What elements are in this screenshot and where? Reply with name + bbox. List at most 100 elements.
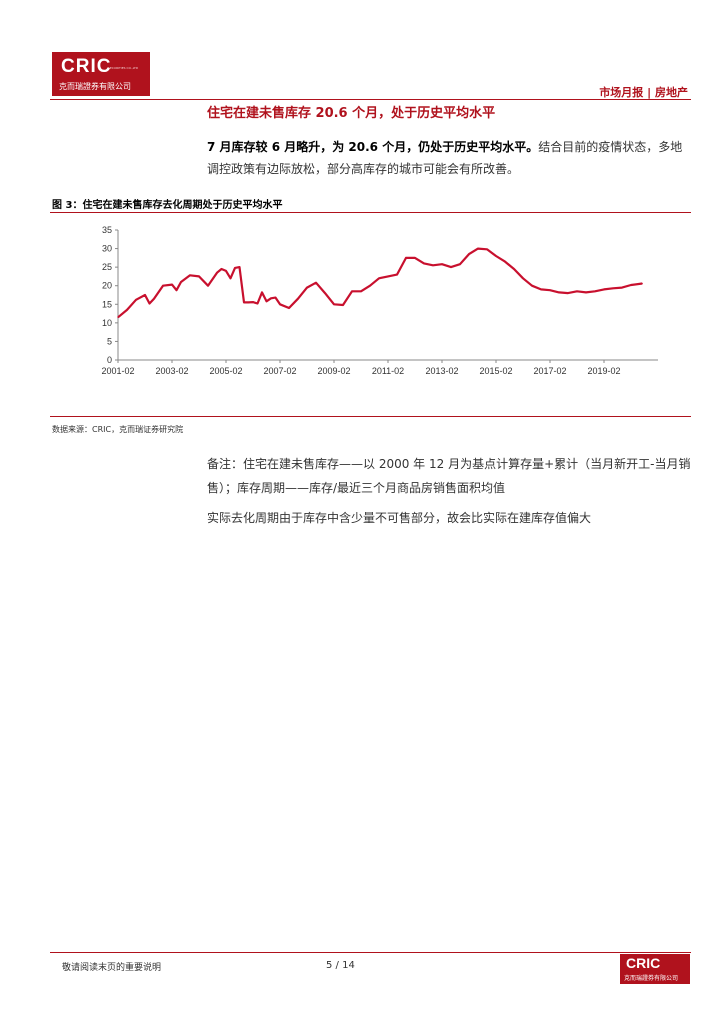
x-tick-label: 2011-02 [372, 366, 404, 376]
data-point [126, 309, 128, 311]
x-tick-label: 2001-02 [101, 366, 134, 376]
data-point [175, 289, 178, 291]
note-definition: 备注：住宅在建未售库存——以 2000 年 12 月为基点计算存量+累计（当月新… [207, 457, 691, 495]
figure-top-rule [50, 212, 691, 213]
x-tick-label: 2015-02 [479, 366, 512, 376]
data-point [265, 300, 268, 302]
data-point [378, 277, 380, 279]
data-point [630, 284, 632, 286]
data-point [369, 285, 371, 287]
data-point [171, 284, 173, 286]
page-number: 5 / 14 [326, 960, 355, 971]
data-point [504, 260, 506, 263]
figure-title: 图 3：住宅在建未售库存去化周期处于历史平均水平 [52, 200, 283, 211]
data-point [641, 282, 643, 285]
data-point [135, 299, 137, 301]
data-point [450, 266, 452, 268]
figure-source: 数据来源：CRIC，克而瑞证券研究院 [52, 425, 184, 434]
y-tick-label: 0 [107, 355, 112, 365]
logo-small-text: SECURITIES CO.,LTD [108, 66, 139, 70]
data-point [432, 264, 434, 266]
data-point [297, 298, 299, 300]
y-tick-label: 20 [102, 281, 112, 291]
data-point [270, 297, 272, 299]
x-tick-label: 2003-02 [155, 366, 188, 376]
data-point [495, 255, 497, 257]
data-point [612, 287, 614, 289]
data-point [247, 301, 250, 304]
x-tick-label: 2005-02 [209, 366, 242, 376]
inventory-cycle-chart: 0 5 10 15 20 25 30 35 2001-02 2003-02 2005-02 2007-… [101, 225, 658, 376]
data-point [441, 263, 443, 265]
data-point [603, 288, 605, 291]
x-tick-label: 2019-02 [587, 366, 620, 376]
data-point [243, 301, 245, 304]
y-tick-label: 30 [102, 244, 112, 254]
data-point [315, 282, 317, 284]
data-point [486, 248, 488, 250]
data-point [351, 290, 353, 292]
data-point [288, 307, 290, 309]
data-point [387, 275, 389, 278]
x-tick-label: 2007-02 [263, 366, 296, 376]
footer-logo-subtitle: 克而瑞證券有限公司 [624, 975, 679, 982]
data-point [513, 268, 515, 270]
lead-rest: 结合目前的疫情状态，多地调控政策有边际放松，部分高库存的城市可能会有所改善。 [207, 140, 683, 176]
x-tick-label: 2017-02 [533, 366, 566, 376]
data-point [576, 290, 578, 292]
section-title: 住宅在建未售库存 20.6 个月，处于历史平均水平 [207, 106, 496, 121]
data-point [477, 247, 479, 250]
data-point [153, 298, 155, 300]
data-point [274, 297, 277, 299]
data-point [324, 292, 326, 294]
series-line [117, 247, 643, 319]
data-point [261, 291, 263, 293]
data-point [225, 270, 227, 272]
data-point [306, 286, 308, 289]
data-point [216, 272, 218, 274]
data-point [117, 316, 119, 318]
logo-subtitle: 克而瑞證券有限公司 [59, 82, 131, 91]
report-category: 市场月报 | 房地产 [599, 86, 688, 99]
data-point [540, 288, 542, 291]
footer-logo-text: CRIC [626, 955, 661, 971]
logo-text: CRIC [61, 56, 112, 77]
data-point [360, 290, 362, 292]
footer-logo: CRIC 克而瑞證券有限公司 [620, 954, 690, 984]
header-divider [50, 99, 691, 100]
data-point [558, 291, 560, 293]
footer-disclaimer: 敬请阅读末页的重要说明 [62, 963, 162, 973]
data-point [279, 303, 281, 305]
footer-divider [50, 952, 691, 953]
data-point [229, 277, 232, 279]
data-point [585, 291, 587, 293]
cric-logo: CRIC SECURITIES CO.,LTD 克而瑞證券有限公司 [52, 52, 150, 96]
note-caveat: 实际去化周期由于库存中含少量不可售部分，故会比实际在建库存值偏大 [207, 511, 592, 525]
data-point [333, 303, 335, 305]
data-point [144, 294, 146, 296]
data-point [549, 289, 551, 291]
data-point [252, 301, 254, 303]
y-tick-label: 15 [102, 299, 112, 309]
data-point [414, 257, 416, 259]
data-point [531, 285, 533, 287]
data-point [342, 304, 344, 306]
data-point [198, 275, 200, 278]
x-tick-label: 2013-02 [425, 366, 458, 376]
data-point [189, 274, 191, 276]
data-point [148, 302, 151, 305]
data-point [234, 267, 236, 269]
data-point [423, 262, 425, 265]
figure-bottom-rule [50, 416, 691, 417]
data-point [459, 263, 461, 265]
data-point [207, 285, 209, 287]
data-point [396, 273, 398, 276]
lead-bold: 7 月库存较 6 月略升，为 20.6 个月，仍处于历史平均水平。 [207, 140, 539, 154]
x-tick-label: 2009-02 [317, 366, 350, 376]
data-point [405, 257, 407, 259]
y-tick-label: 10 [102, 318, 112, 328]
data-point [220, 268, 223, 270]
data-point [256, 302, 259, 305]
data-point [621, 286, 623, 289]
y-tick-label: 5 [107, 336, 112, 346]
